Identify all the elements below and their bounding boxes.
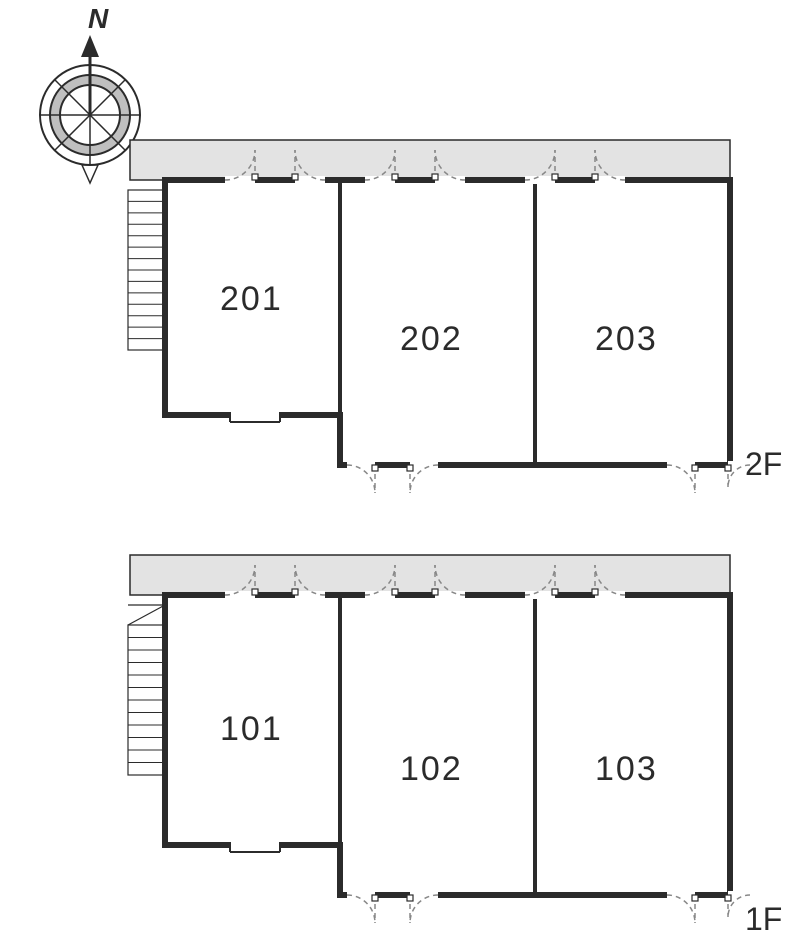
room-label-203: 203 (595, 320, 658, 358)
floor-1F: 101 102 103 1F (128, 555, 782, 937)
room-label-102: 102 (400, 750, 463, 788)
room-label-101: 101 (220, 710, 283, 748)
floor-label: 1F (745, 901, 782, 937)
room-label-103: 103 (595, 750, 658, 788)
stairs-icon (128, 605, 165, 775)
room-label-201: 201 (220, 280, 283, 318)
compass-label: N (88, 3, 109, 34)
stairs-icon (128, 190, 165, 350)
compass-icon: N (40, 3, 140, 183)
room-label-202: 202 (400, 320, 463, 358)
floor-plan-diagram: N 201 202 203 2F 101 102 103 1F (0, 0, 800, 941)
floor-2F: 201 202 203 2F (128, 140, 782, 493)
floor-label: 2F (745, 446, 782, 482)
